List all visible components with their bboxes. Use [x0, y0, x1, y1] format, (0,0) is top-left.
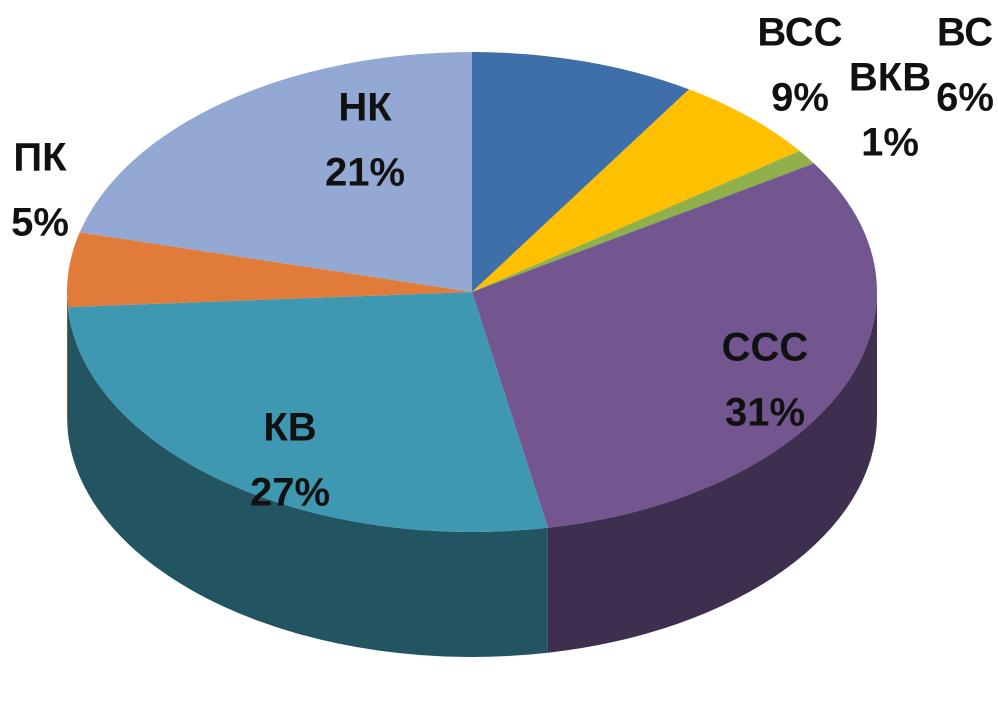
- value-label: 27%: [250, 471, 330, 515]
- slice-label: НК: [338, 86, 392, 130]
- value-label: 6%: [936, 76, 994, 120]
- slice-side: [67, 307, 548, 657]
- slice-label: ВКВ: [849, 56, 931, 100]
- slice-label: КВ: [263, 406, 316, 450]
- slice-label: ПК: [13, 136, 67, 180]
- slice: [66, 232, 472, 308]
- value-label: 31%: [725, 391, 805, 435]
- slice-label: ССС: [722, 326, 809, 370]
- value-label: 21%: [325, 151, 405, 195]
- slice: [472, 150, 814, 292]
- slice-label: ВСС: [757, 11, 842, 55]
- slice: [472, 52, 690, 292]
- slice-side: [547, 292, 878, 653]
- slice-side: [67, 292, 68, 433]
- value-label: 5%: [11, 201, 69, 245]
- slice: [79, 52, 473, 292]
- value-label: 1%: [861, 121, 919, 165]
- slice-label: ВС: [937, 11, 993, 55]
- slice: [472, 163, 878, 528]
- slice: [67, 292, 548, 533]
- value-label: 9%: [771, 76, 829, 120]
- slice: [472, 89, 800, 292]
